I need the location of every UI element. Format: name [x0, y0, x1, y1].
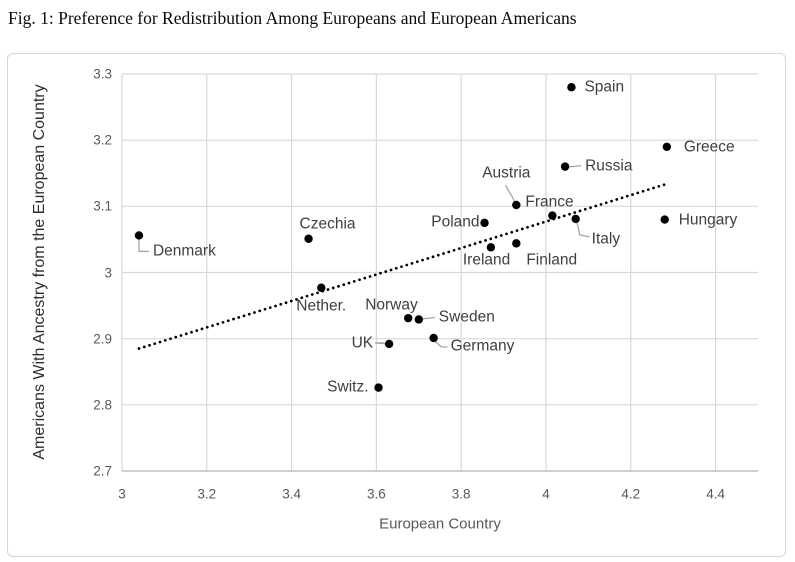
point-label-nether: Nether. [296, 296, 347, 314]
point-label-finland: Finland [526, 251, 578, 269]
data-point-switz [374, 383, 383, 392]
x-tick-label-4.2: 4.2 [621, 486, 641, 502]
data-point-denmark [134, 231, 144, 240]
x-tick-label-3.2: 3.2 [197, 486, 217, 502]
data-point-nether [317, 283, 326, 292]
figure-title: Fig. 1: Preference for Redistribution Am… [8, 8, 577, 28]
data-point-finland [512, 239, 521, 248]
x-tick-label-3: 3 [118, 486, 126, 502]
x-tick-label-3.8: 3.8 [451, 486, 471, 502]
point-label-greece: Greece [683, 138, 735, 156]
data-point-germany [429, 333, 438, 343]
y-tick-label-3.3: 3.3 [93, 66, 112, 82]
point-label-russia: Russia [585, 156, 633, 174]
point-label-uk: UK [351, 334, 374, 352]
data-point-greece [662, 142, 672, 151]
data-point-russia [560, 162, 570, 171]
data-point-uk [384, 339, 394, 349]
y-tick-label-2.7: 2.7 [93, 463, 112, 479]
trend-line [137, 181, 671, 350]
y-tick-label-2.9: 2.9 [93, 331, 112, 347]
point-label-italy: Italy [591, 230, 621, 248]
x-axis-title: European Country [379, 515, 501, 533]
x-tick-label-3.4: 3.4 [282, 486, 301, 502]
data-point-sweden [414, 315, 423, 324]
chart-frame [7, 53, 786, 557]
data-point-ireland [486, 243, 496, 252]
x-tick-label-4: 4 [542, 486, 550, 502]
data-point-italy [571, 214, 580, 224]
x-tick-label-4.4: 4.4 [706, 486, 725, 502]
data-point-spain [567, 83, 576, 92]
data-point-france [548, 211, 557, 220]
point-label-ireland: Ireland [462, 251, 511, 269]
y-tick-label-3.2: 3.2 [93, 132, 112, 148]
data-point-poland [480, 218, 489, 228]
point-label-sweden: Sweden [438, 308, 495, 326]
point-label-switz: Switz. [327, 377, 369, 395]
point-label-denmark: Denmark [152, 242, 216, 260]
point-label-austria: Austria [482, 164, 531, 182]
point-label-poland: Poland [431, 213, 480, 231]
y-tick-label-3: 3 [104, 265, 112, 280]
x-tick-label-3.6: 3.6 [367, 486, 386, 502]
point-label-germany: Germany [450, 337, 515, 355]
point-label-hungary: Hungary [678, 210, 738, 228]
data-point-norway [404, 313, 413, 323]
leader-line-uk [375, 342, 390, 345]
y-tick-label-2.8: 2.8 [93, 397, 112, 413]
point-label-france: France [525, 192, 574, 210]
data-point-hungary [660, 215, 669, 224]
data-point-czechia [304, 234, 313, 243]
point-label-czechia: Czechia [299, 215, 356, 232]
point-label-norway: Norway [365, 296, 418, 314]
point-label-spain: Spain [584, 78, 625, 96]
y-tick-label-3.1: 3.1 [93, 198, 112, 214]
data-point-austria [512, 200, 521, 210]
